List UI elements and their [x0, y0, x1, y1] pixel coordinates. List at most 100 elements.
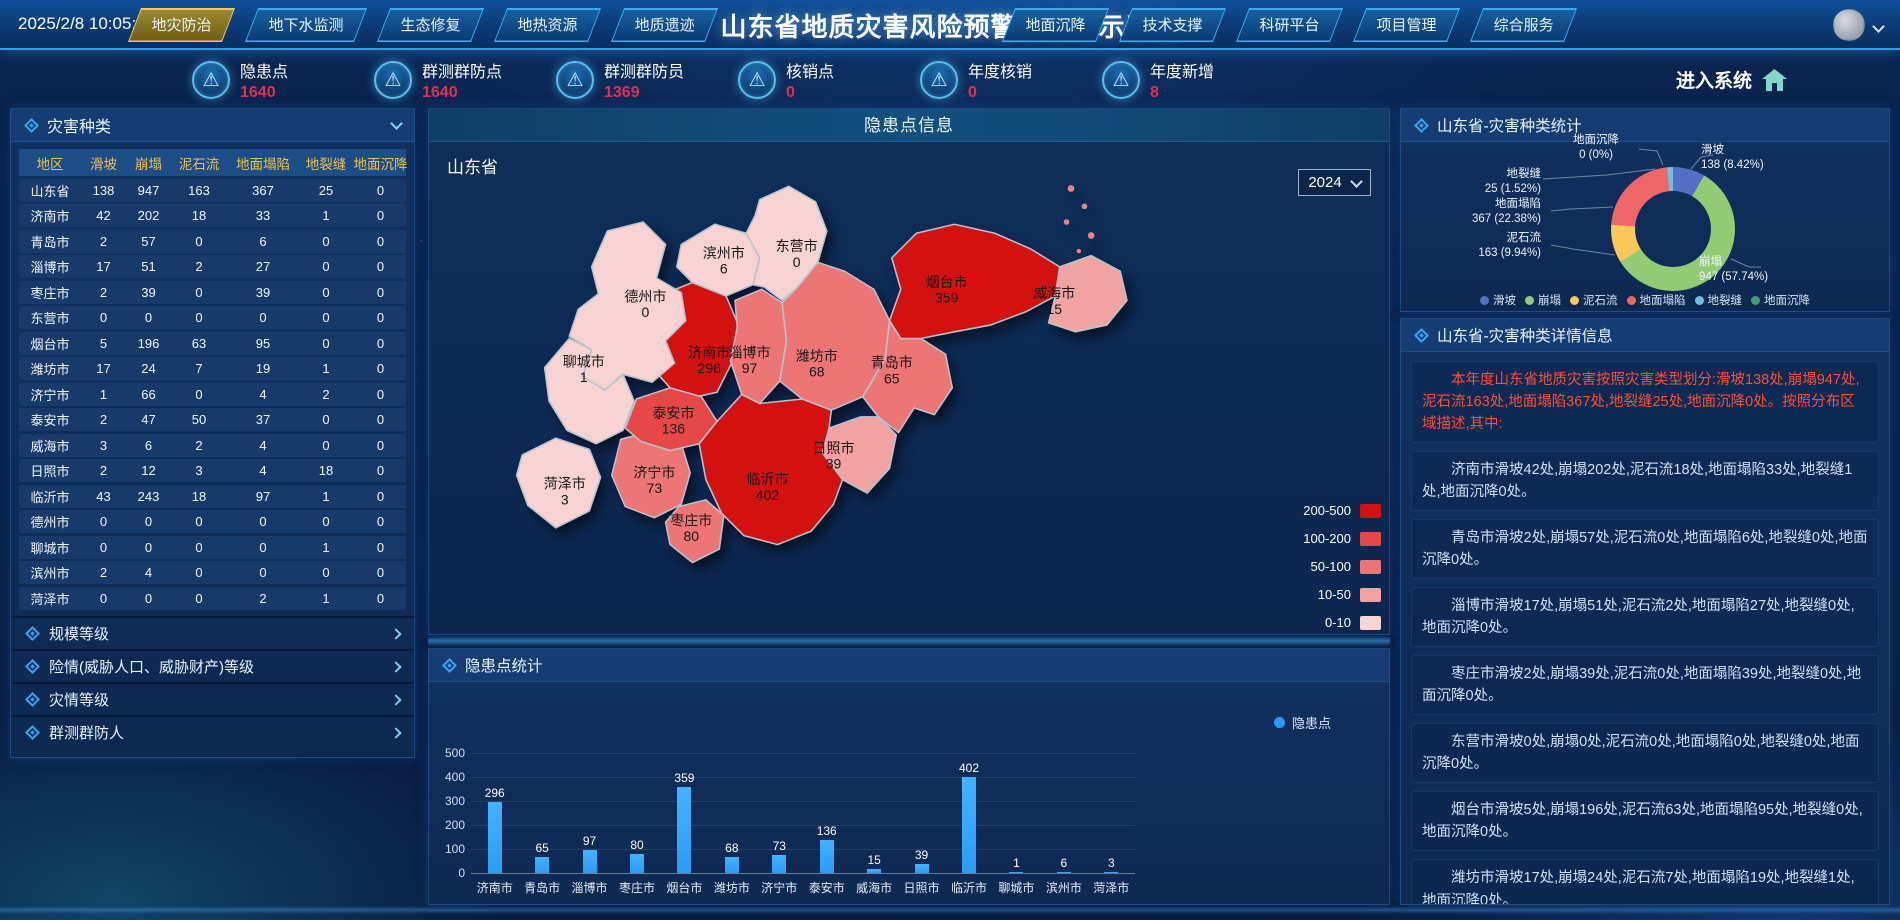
accordion-header[interactable]: 险情(威胁人口、威胁财产)等级 [11, 649, 414, 682]
table-cell: 66 [141, 386, 156, 402]
pie-slice-name: 滑坡 [1701, 144, 1724, 156]
nav-tab[interactable]: 项目管理 [1353, 8, 1460, 42]
table-row[interactable]: 东营市 0 0 0 0 0 0 [19, 306, 406, 329]
table-row[interactable]: 威海市 3 6 2 4 0 0 [19, 433, 406, 457]
nav-tab-label: 地面沉降 [1004, 10, 1108, 41]
x-axis-label: 泰安市 [808, 881, 845, 895]
map-region[interactable] [568, 221, 687, 392]
map-region[interactable] [1047, 254, 1128, 333]
accordion-header[interactable]: 群测群防人 [11, 715, 414, 748]
table-row[interactable]: 聊城市 0 0 0 0 1 0 [19, 535, 406, 559]
table-row[interactable]: 潍坊市 17 24 7 19 1 0 [19, 357, 406, 380]
table-cell: 0 [376, 233, 385, 249]
nav-tab[interactable]: 生态修复 [377, 8, 484, 42]
table-cell: 0 [99, 310, 108, 325]
disaster-type-header[interactable]: 灾害种类 [11, 109, 414, 142]
table-row[interactable]: 临沂市 43 243 18 97 1 0 [19, 484, 406, 508]
table-row[interactable]: 济宁市 1 66 0 4 2 0 [19, 382, 406, 406]
bar[interactable] [819, 840, 834, 873]
table-cell: 947 [137, 182, 160, 198]
table-row[interactable]: 山东省 138 947 163 367 25 0 [19, 178, 406, 202]
map-region[interactable] [675, 223, 761, 297]
bar[interactable] [535, 857, 550, 873]
table-row[interactable]: 滨州市 2 4 0 0 0 0 [19, 561, 406, 584]
nav-tab[interactable]: 地热资源 [494, 8, 601, 42]
pie-slice-label: 地面塌陷 367 (22.38%) [1429, 197, 1541, 227]
y-axis-tick: 0 [458, 866, 465, 880]
table-row[interactable]: 淄博市 17 51 2 27 0 0 [19, 255, 406, 278]
pie-legend-dot-icon [1694, 295, 1704, 305]
nav-tab[interactable]: 综合服务 [1470, 8, 1577, 42]
user-menu-chevron-icon[interactable] [1872, 20, 1885, 33]
map-region[interactable] [698, 393, 844, 546]
stat-text: 核销点 0 [786, 58, 834, 102]
year-dropdown[interactable]: 2024 [1298, 169, 1371, 196]
table-row[interactable]: 日照市 2 12 3 4 18 0 [19, 459, 406, 482]
stat-item: ⚠ 年度新增 8 [1102, 57, 1284, 103]
enter-system-button[interactable]: 进入系统 [1676, 66, 1788, 93]
bar-value-label: 3 [1107, 855, 1115, 870]
disaster-donut-chart[interactable] [1611, 167, 1735, 291]
nav-tab[interactable]: 地下水监测 [245, 8, 367, 42]
pie-legend-label: 地裂缝 [1707, 295, 1743, 307]
nav-tab[interactable]: 地灾防治 [128, 8, 235, 42]
bar[interactable] [582, 849, 597, 873]
pie-legend-item[interactable]: 地面塌陷 [1626, 292, 1686, 308]
table-row[interactable]: 菏泽市 0 0 0 2 1 0 [19, 586, 406, 610]
table-row[interactable]: 济南市 42 202 18 33 1 0 [19, 204, 406, 227]
map-legend: 200-500 100-200 50-100 10-50 0-10 [1303, 503, 1381, 630]
table-cell: 42 [96, 208, 111, 223]
bar[interactable] [962, 776, 976, 873]
bar[interactable] [914, 863, 929, 873]
nav-tab[interactable]: 技术支撑 [1119, 8, 1226, 42]
map-legend-swatch [1360, 559, 1381, 574]
table-cell: 0 [322, 412, 330, 427]
map-legend-item[interactable]: 200-500 [1303, 503, 1381, 518]
bar[interactable] [677, 786, 692, 873]
table-cell: 63 [191, 335, 207, 351]
table-row[interactable]: 青岛市 2 57 0 6 0 0 [19, 229, 406, 253]
table-row[interactable]: 泰安市 2 47 50 37 0 0 [19, 408, 406, 431]
column-header: 地面沉降 [353, 156, 408, 172]
accordion-header[interactable]: 规模等级 [11, 616, 414, 649]
stat-text: 年度新增 8 [1150, 58, 1214, 102]
nav-tab[interactable]: 地质遗迹 [611, 8, 718, 42]
pie-legend-item[interactable]: 崩塌 [1525, 292, 1561, 308]
nav-tab[interactable]: 地面沉降 [1002, 8, 1109, 42]
pie-legend-item[interactable]: 地裂缝 [1694, 292, 1743, 308]
y-axis-tick: 300 [444, 794, 465, 808]
disaster-type-table: 地区 滑坡 崩塌 泥石流 地面塌陷 地裂缝 地面沉降 山东省 138 947 163 367 25 0 济南… [11, 142, 414, 616]
bar[interactable] [772, 855, 787, 873]
accordion-header[interactable]: 灾情等级 [11, 682, 414, 715]
map-region[interactable] [729, 288, 788, 405]
bar[interactable] [867, 869, 882, 873]
user-avatar[interactable] [1833, 9, 1865, 41]
map-legend-item[interactable]: 100-200 [1303, 531, 1381, 546]
table-cell: 0 [376, 259, 385, 274]
map-region-label: 青岛市 65 [871, 355, 913, 387]
table-row[interactable]: 枣庄市 2 39 0 39 0 0 [19, 280, 406, 304]
table-cell: 济南市 [30, 209, 70, 224]
bar[interactable] [1056, 871, 1071, 873]
map-legend-item[interactable]: 10-50 [1303, 587, 1381, 602]
collapse-chevron-icon[interactable] [390, 116, 403, 130]
pie-legend-item[interactable]: 泥石流 [1570, 292, 1618, 308]
bar[interactable] [487, 801, 502, 873]
pie-legend-item[interactable]: 地面沉降 [1751, 292, 1810, 308]
bar[interactable] [630, 853, 644, 873]
table-row[interactable]: 德州市 0 0 0 0 0 0 [19, 510, 406, 533]
bar[interactable] [1104, 871, 1119, 873]
pie-legend-item[interactable]: 滑坡 [1480, 292, 1516, 308]
bar[interactable] [724, 856, 739, 873]
map-legend-item[interactable]: 0-10 [1303, 615, 1381, 630]
map-legend-item[interactable]: 50-100 [1303, 559, 1381, 574]
nav-tab[interactable]: 科研平台 [1236, 8, 1343, 42]
column-header: 地区 [36, 156, 64, 172]
bar[interactable] [1009, 871, 1024, 873]
bar-chart-legend[interactable]: 隐患点 [1274, 713, 1331, 732]
map-region[interactable] [888, 223, 1061, 340]
map-region[interactable] [664, 498, 725, 564]
table-row[interactable]: 烟台市 5 196 63 95 0 0 [19, 331, 406, 355]
map-region[interactable] [543, 337, 636, 445]
map-region[interactable] [515, 437, 602, 529]
